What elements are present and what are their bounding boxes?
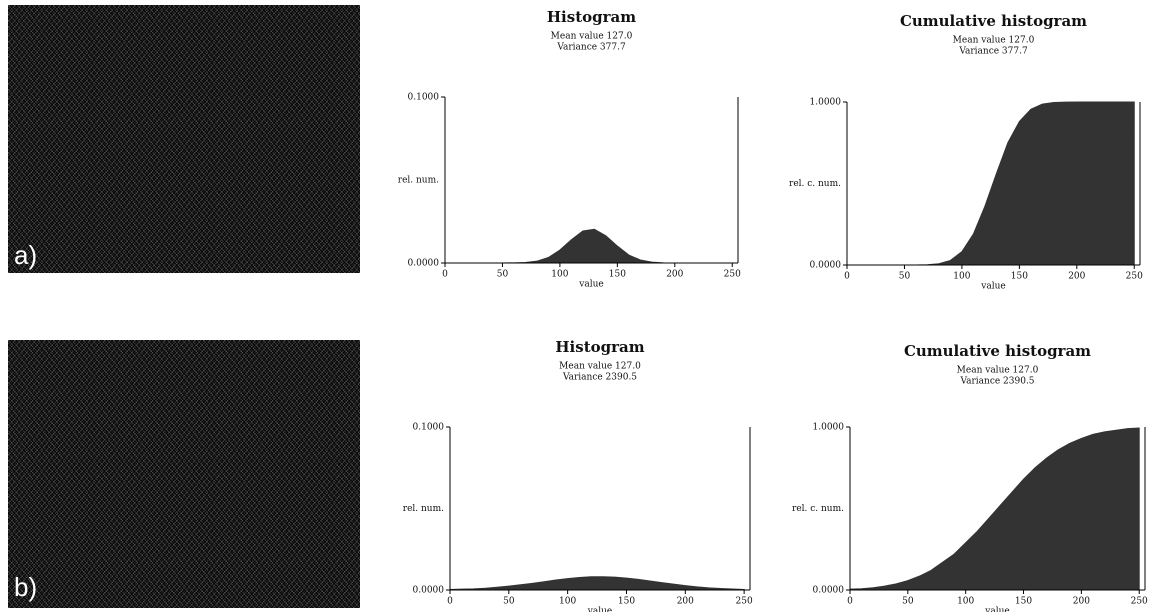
y-tick-label: 0.0000: [413, 586, 445, 596]
x-tick-label: 150: [1015, 597, 1032, 607]
annotation: Variance 377.7: [958, 47, 1028, 57]
annotation: Mean value 127.0: [551, 32, 633, 42]
x-tick-label: 250: [724, 270, 741, 280]
x-tick-label: 250: [1131, 597, 1148, 607]
x-axis-label: value: [980, 282, 1005, 292]
area: [850, 428, 1139, 590]
x-axis-label: value: [587, 607, 612, 612]
chart-title: Cumulative histogram: [904, 342, 1091, 360]
y-axis-label: rel. num.: [403, 504, 444, 514]
area: [450, 577, 744, 590]
figure: a) b) HistogramMean value 127.0Variance …: [0, 0, 1153, 612]
area: [847, 102, 1134, 265]
annotation: Variance 2390.5: [959, 377, 1034, 387]
x-tick-label: 150: [609, 270, 626, 280]
x-tick-label: 100: [551, 270, 568, 280]
y-tick-label: 0.0000: [810, 261, 842, 271]
x-tick-label: 50: [899, 272, 911, 282]
x-tick-label: 100: [953, 272, 970, 282]
x-tick-label: 200: [1068, 272, 1085, 282]
y-axis-label: rel. c. num.: [789, 179, 841, 189]
y-tick-label: 1.0000: [810, 98, 842, 108]
x-tick-label: 150: [618, 597, 635, 607]
x-tick-label: 0: [442, 270, 448, 280]
x-tick-label: 200: [1073, 597, 1090, 607]
x-tick-label: 50: [497, 270, 509, 280]
y-tick-label: 0.0000: [813, 586, 845, 596]
x-tick-label: 0: [844, 272, 850, 282]
annotation: Mean value 127.0: [957, 366, 1039, 376]
x-tick-label: 0: [847, 597, 853, 607]
x-axis-label: value: [984, 607, 1009, 612]
x-tick-label: 200: [677, 597, 694, 607]
x-tick-label: 250: [736, 597, 753, 607]
charts: HistogramMean value 127.0Variance 377.70…: [0, 0, 1153, 612]
chart-title: Histogram: [555, 338, 644, 356]
annotation: Mean value 127.0: [559, 362, 641, 372]
y-tick-label: 0.1000: [408, 93, 440, 103]
x-tick-label: 0: [447, 597, 453, 607]
x-tick-label: 200: [666, 270, 683, 280]
x-axis-label: value: [578, 280, 603, 290]
y-tick-label: 0.0000: [408, 259, 440, 269]
annotation: Variance 377.7: [556, 43, 626, 53]
area: [445, 229, 732, 263]
x-tick-label: 100: [957, 597, 974, 607]
y-axis-label: rel. c. num.: [792, 504, 844, 514]
y-tick-label: 1.0000: [813, 423, 845, 433]
y-tick-label: 0.1000: [413, 423, 445, 433]
x-tick-label: 100: [559, 597, 576, 607]
chart-title: Cumulative histogram: [900, 12, 1087, 30]
x-tick-label: 250: [1126, 272, 1143, 282]
x-tick-label: 50: [503, 597, 515, 607]
annotation: Variance 2390.5: [562, 373, 637, 383]
x-tick-label: 150: [1011, 272, 1028, 282]
annotation: Mean value 127.0: [953, 36, 1035, 46]
chart-title: Histogram: [547, 8, 636, 26]
y-axis-label: rel. num.: [398, 176, 439, 186]
x-tick-label: 50: [902, 597, 914, 607]
